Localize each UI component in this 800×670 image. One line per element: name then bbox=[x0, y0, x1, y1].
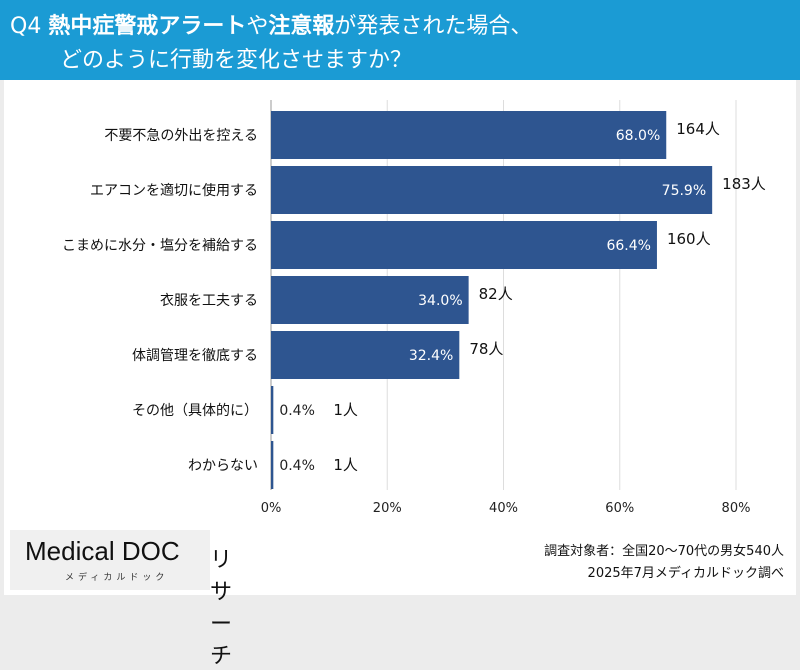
bar bbox=[271, 331, 460, 379]
x-tick-label: 20% bbox=[373, 501, 402, 516]
category-label: エアコンを適切に使用する bbox=[90, 182, 258, 199]
bar bbox=[271, 221, 657, 269]
category-label: わからない bbox=[188, 458, 258, 474]
title-line-1: Q4 熱中症警戒アラートや注意報が発表された場合、 bbox=[10, 14, 533, 39]
category-label: その他（具体的に） bbox=[132, 403, 258, 419]
logo: Medical DOC リサーチ メディカルドック bbox=[10, 530, 232, 669]
count-label: 183人 bbox=[722, 175, 766, 193]
x-tick-label: 40% bbox=[489, 501, 518, 516]
x-tick-label: 0% bbox=[261, 501, 282, 516]
count-label: 1人 bbox=[333, 456, 358, 474]
count-label: 160人 bbox=[667, 230, 711, 248]
x-tick-label: 60% bbox=[605, 501, 634, 516]
category-label: 衣服を工夫する bbox=[160, 293, 258, 309]
category-label: 不要不急の外出を控える bbox=[104, 128, 258, 144]
value-label: 0.4% bbox=[279, 458, 315, 474]
value-label: 34.0% bbox=[418, 293, 462, 309]
value-label: 0.4% bbox=[279, 403, 315, 419]
category-label: こまめに水分・塩分を補給する bbox=[62, 238, 258, 254]
category-label: 体調管理を徹底する bbox=[132, 348, 258, 364]
count-label: 1人 bbox=[333, 401, 358, 419]
x-tick-label: 80% bbox=[722, 501, 751, 516]
bar bbox=[271, 276, 469, 324]
bar bbox=[271, 166, 713, 214]
count-label: 82人 bbox=[479, 285, 513, 303]
bar-chart: 0% 20% 40% 60% 80% 不要不急の外出を控える 68.0% 164人エアコンを適… bbox=[62, 100, 766, 516]
count-label: 78人 bbox=[469, 340, 503, 358]
bar bbox=[271, 386, 274, 434]
value-label: 75.9% bbox=[662, 183, 706, 199]
count-label: 164人 bbox=[676, 120, 720, 138]
value-label: 66.4% bbox=[606, 238, 650, 254]
title-line-2: どのように行動を変化させますか？ bbox=[60, 48, 413, 73]
bar bbox=[271, 441, 274, 489]
header: Q4 熱中症警戒アラートや注意報が発表された場合、 どのように行動を変化させます… bbox=[0, 0, 800, 80]
value-label: 68.0% bbox=[616, 128, 660, 144]
value-label: 32.4% bbox=[409, 348, 453, 364]
source-note: 調査対象者：全国20〜70代の男女540人 2025年7月メディカルドック調べ bbox=[544, 544, 784, 581]
bar bbox=[271, 111, 667, 159]
